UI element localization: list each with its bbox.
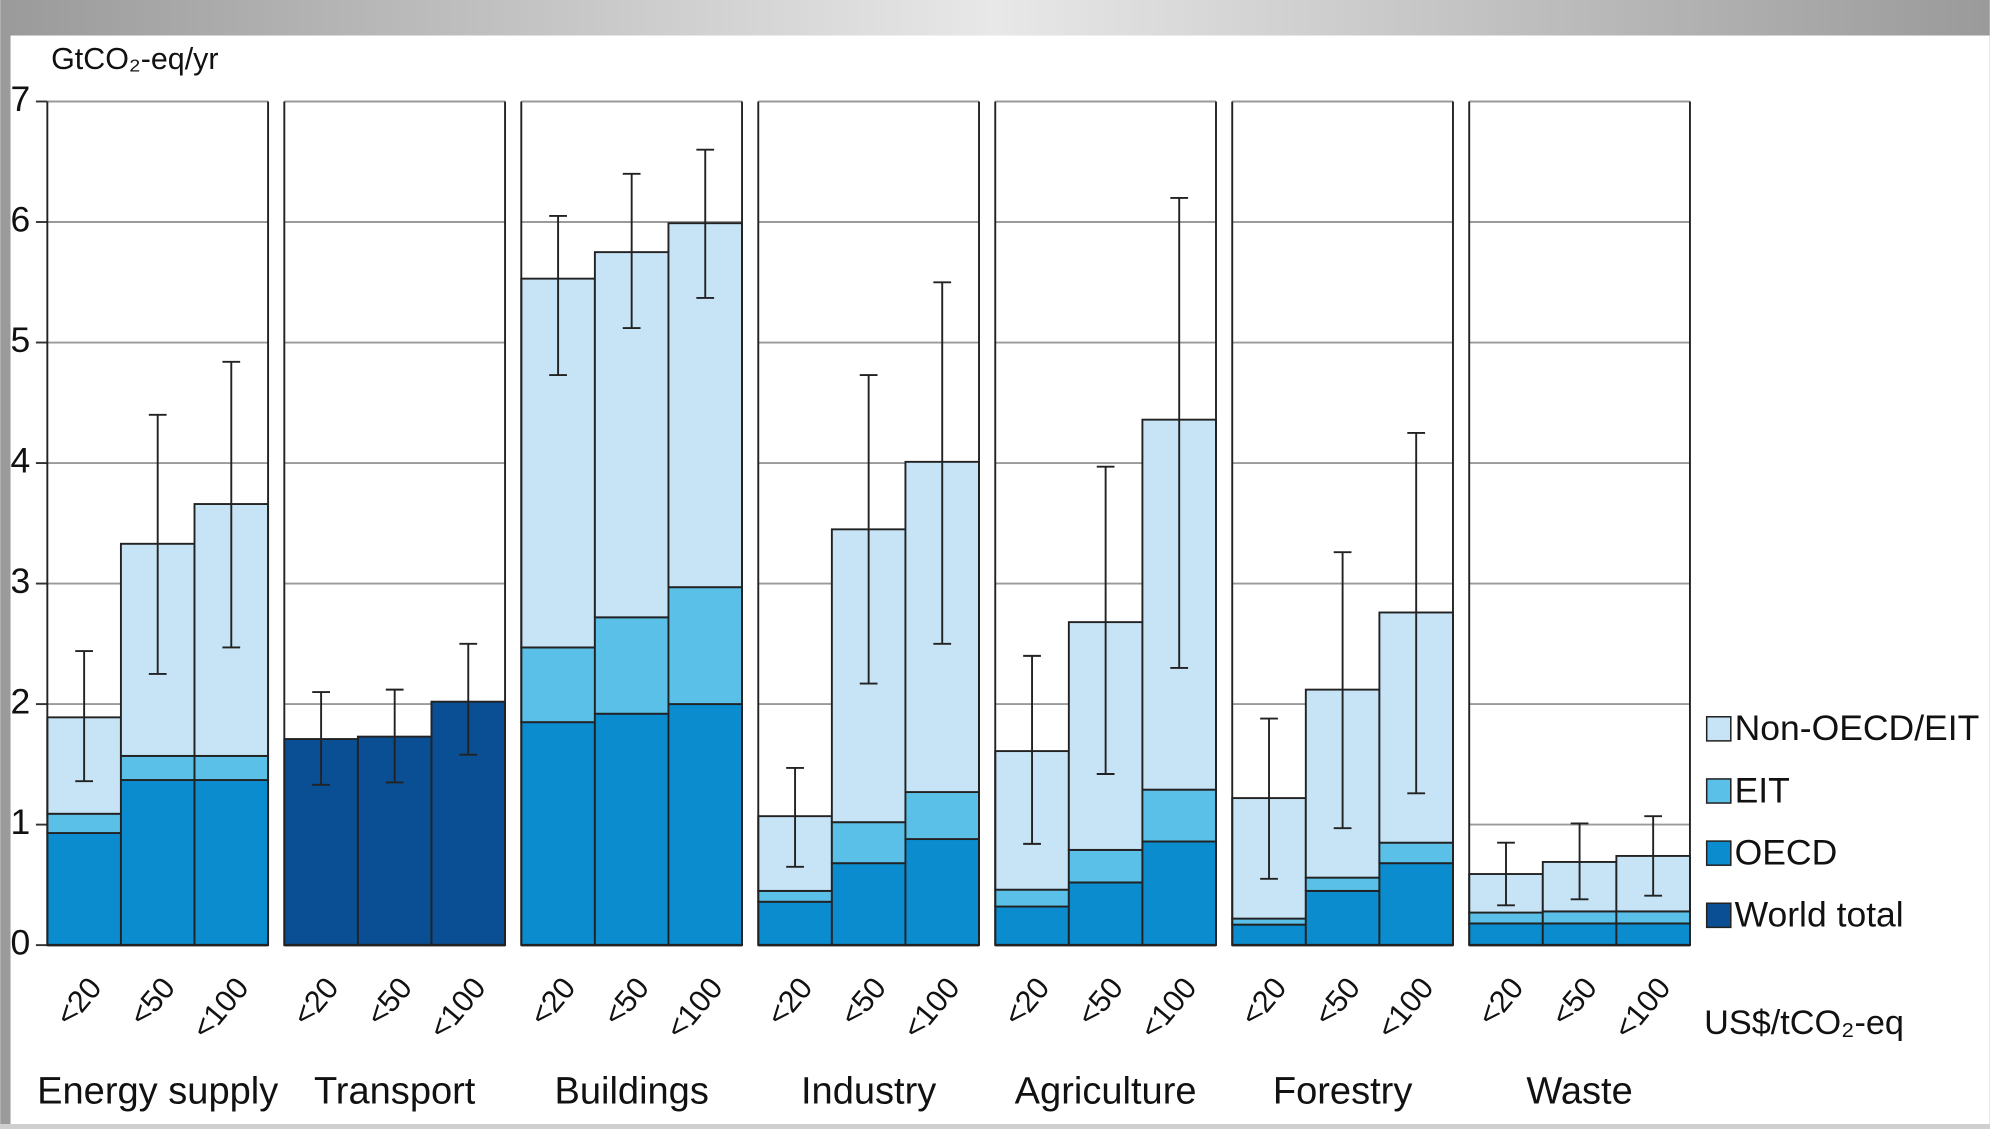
bar-segment	[1378, 841, 1454, 865]
bar-segment	[520, 646, 596, 724]
bar-segment	[1468, 911, 1544, 925]
bar-segment	[119, 779, 196, 947]
legend-swatch	[1705, 902, 1732, 929]
bar-segment	[1615, 922, 1691, 947]
bar-segment	[667, 703, 743, 947]
plot-background	[10, 35, 1990, 1124]
y-tick-label: 1	[11, 802, 31, 842]
bar-segment	[994, 905, 1070, 947]
legend-swatch	[1705, 840, 1732, 866]
group-label: Agriculture	[1015, 1071, 1197, 1113]
bar-segment	[46, 832, 122, 947]
bar-segment	[1141, 788, 1217, 843]
bar-segment	[1378, 862, 1454, 947]
y-tick-label: 4	[11, 440, 31, 480]
bar-segment	[1067, 848, 1144, 884]
bar-segment	[119, 754, 196, 781]
bar-segment	[830, 862, 907, 947]
bar-segment	[904, 838, 980, 947]
x-axis-label: US$/tCO₂-eq	[1704, 1004, 1904, 1042]
y-tick-label: 6	[11, 199, 31, 239]
bar-segment	[1468, 922, 1544, 947]
bar-segment	[1541, 922, 1618, 947]
bar-segment	[1615, 910, 1691, 925]
bar-segment	[193, 754, 270, 781]
bar-segment	[520, 721, 596, 947]
bar-segment	[593, 712, 670, 947]
y-tick-label: 7	[11, 79, 31, 119]
bar-segment	[1231, 923, 1307, 947]
group-label: Forestry	[1273, 1071, 1413, 1113]
bar-segment	[757, 889, 833, 903]
group-label: Transport	[314, 1071, 476, 1113]
legend-label: EIT	[1735, 770, 1790, 810]
bar-segment	[994, 888, 1070, 908]
bar-segment	[1304, 889, 1381, 947]
bar-segment	[1067, 881, 1144, 947]
bar-segment	[830, 821, 907, 865]
group-label: Buildings	[554, 1071, 708, 1113]
group-label: Industry	[801, 1071, 936, 1113]
y-tick-label: 0	[11, 923, 31, 963]
bar-segment	[593, 616, 670, 715]
y-tick-label: 5	[11, 320, 31, 360]
legend-swatch	[1705, 716, 1732, 742]
group-label: Energy supply	[37, 1071, 278, 1113]
legend-swatch	[1705, 778, 1732, 804]
bar-segment	[46, 812, 122, 834]
bar-segment	[1304, 876, 1381, 892]
legend-label: OECD	[1735, 832, 1838, 872]
bar-segment	[1141, 840, 1217, 947]
y-tick-label: 3	[11, 561, 31, 601]
bar-segment	[1541, 910, 1618, 925]
legend-label: Non-OECD/EIT	[1735, 708, 1980, 748]
bar-segment	[193, 779, 270, 947]
group-label: Waste	[1526, 1071, 1632, 1113]
bar-segment	[667, 586, 743, 706]
y-tick-label: 2	[11, 681, 31, 721]
y-axis-label: GtCO₂-eq/yr	[51, 42, 218, 76]
bar-segment	[757, 900, 833, 947]
bar-segment	[904, 791, 980, 841]
legend-label: World total	[1735, 895, 1904, 935]
